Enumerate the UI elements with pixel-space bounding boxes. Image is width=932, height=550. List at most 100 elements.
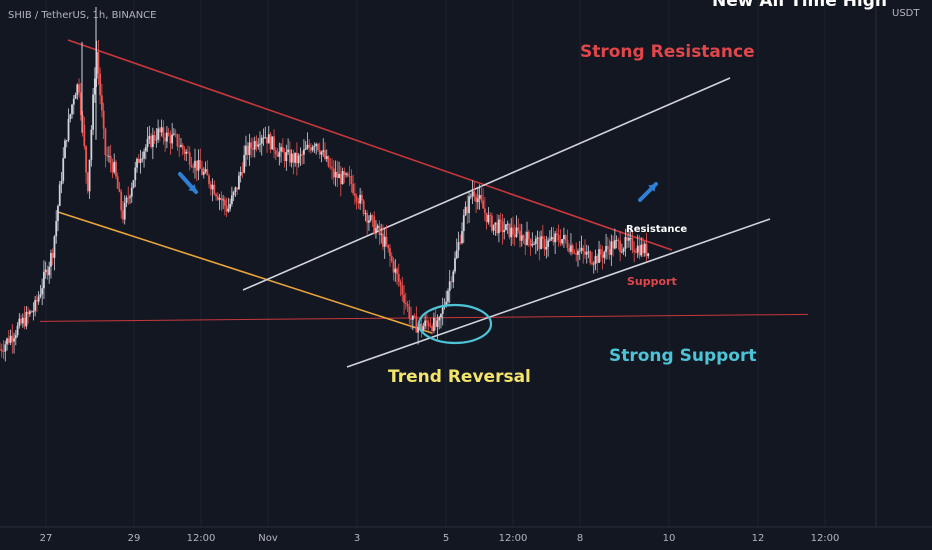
candle-body xyxy=(392,261,395,273)
candle-body xyxy=(387,244,390,249)
swing-low-level xyxy=(39,313,809,322)
candle-body xyxy=(327,156,330,167)
candle-body xyxy=(366,213,369,223)
candle-body xyxy=(216,196,219,200)
time-axis[interactable]: 27 29 12:00 Nov 3 5 12:00 8 10 12 12:00 xyxy=(0,526,932,550)
candle-body xyxy=(468,196,470,214)
candle-body xyxy=(0,349,3,352)
candle-body xyxy=(317,143,319,150)
candle-body xyxy=(20,318,22,324)
candle-body xyxy=(225,205,228,212)
candle-body xyxy=(594,255,597,264)
candle-body xyxy=(461,231,463,244)
candle-body xyxy=(534,238,537,245)
candle-body xyxy=(510,227,513,238)
candle-body xyxy=(299,154,302,156)
candle-body xyxy=(25,311,28,327)
candle-body xyxy=(371,215,374,217)
candle-body xyxy=(9,335,12,343)
candle-body xyxy=(185,151,188,154)
candle-body xyxy=(215,194,217,197)
candle-body xyxy=(123,202,126,220)
candle-body xyxy=(635,251,637,253)
horizontal-levels xyxy=(39,313,809,322)
candle-body xyxy=(473,191,476,197)
candle-body xyxy=(438,317,441,321)
candle-body xyxy=(6,338,8,345)
trend-reversal-label: Trend Reversal xyxy=(388,367,531,387)
candle-body xyxy=(339,173,342,185)
trendlines xyxy=(57,39,771,368)
candle-body xyxy=(83,124,86,147)
candle-body xyxy=(478,195,481,199)
candle-body xyxy=(629,237,632,239)
candle-body xyxy=(243,154,246,173)
candle-body xyxy=(93,78,96,95)
candle-body xyxy=(174,133,177,135)
candle-body xyxy=(647,253,650,257)
symbol-title: SHIB / TetherUS, 1h, BINANCE xyxy=(8,10,156,21)
candle-body xyxy=(485,212,488,223)
candle-body xyxy=(598,249,600,263)
candle-body xyxy=(120,191,123,211)
candle-body xyxy=(628,237,630,241)
candle-body xyxy=(605,245,607,252)
candle-body xyxy=(450,281,453,283)
candle-body xyxy=(536,237,539,239)
channel-upper-line xyxy=(242,77,731,291)
candle-body xyxy=(37,296,40,302)
candle-body xyxy=(490,215,493,231)
candle-body xyxy=(353,193,356,197)
strong-resistance-label: Strong Resistance xyxy=(580,42,755,62)
candle-body xyxy=(433,318,435,331)
candle-body xyxy=(113,161,116,173)
candle-body xyxy=(505,224,507,231)
candle-body xyxy=(626,237,629,241)
candle-body xyxy=(368,220,370,223)
candle-body xyxy=(420,323,423,331)
candle-body xyxy=(631,237,634,250)
candle-body xyxy=(538,237,541,250)
candle-body xyxy=(39,294,42,297)
candle-body xyxy=(638,245,641,256)
candle-body xyxy=(30,311,33,313)
candle-body xyxy=(311,146,314,151)
candle-body xyxy=(440,313,442,318)
candle-body xyxy=(313,145,316,147)
candle-body xyxy=(352,183,355,194)
candle-body xyxy=(383,236,386,247)
candle-body xyxy=(399,281,402,286)
candle-body xyxy=(74,94,77,99)
candle-body xyxy=(283,152,286,162)
candle-body xyxy=(360,194,363,201)
candle-body xyxy=(64,140,66,159)
candle-body xyxy=(390,256,393,262)
resistance-trendline xyxy=(67,39,673,251)
candle-body xyxy=(599,249,602,255)
candle-body xyxy=(620,251,623,253)
candle-body xyxy=(274,150,277,155)
candle-body xyxy=(176,134,179,147)
candle-body xyxy=(401,285,404,295)
candle-body xyxy=(610,241,613,255)
candle-body xyxy=(28,311,31,315)
candle-body xyxy=(431,326,434,331)
candle-body xyxy=(466,206,469,214)
candle-body xyxy=(573,253,576,254)
candle-body xyxy=(213,184,216,195)
candle-body xyxy=(280,147,282,152)
candle-body xyxy=(601,254,604,258)
candle-body xyxy=(41,288,44,295)
candle-body xyxy=(531,244,534,246)
candle-body xyxy=(403,294,405,304)
candle-body xyxy=(255,141,258,147)
candle-body xyxy=(81,114,84,125)
candle-body xyxy=(222,199,225,201)
candle-body xyxy=(540,236,542,250)
candle-body xyxy=(434,318,437,327)
candle-body xyxy=(136,158,138,168)
price-axis[interactable]: 0.000090000.000085000.000080000.00007500… xyxy=(874,0,932,550)
candle-body xyxy=(34,300,37,311)
